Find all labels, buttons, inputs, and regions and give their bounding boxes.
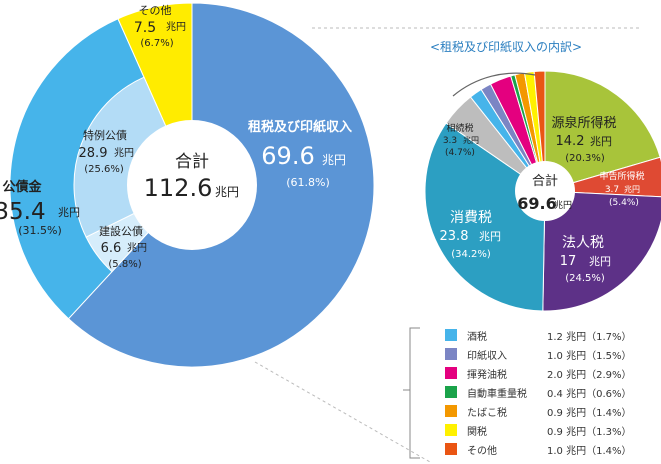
legend-label: その他 bbox=[467, 446, 497, 457]
sub-label-unit: 兆円 bbox=[624, 184, 640, 194]
slice-label-name: 公債金 bbox=[2, 179, 42, 195]
sub-label-value: 17 bbox=[560, 254, 577, 269]
sub-label-unit: 兆円 bbox=[589, 255, 611, 268]
slice-label-value: 35.4 bbox=[0, 199, 46, 225]
legend-item: 揮発油税 2.0 兆円（2.9%） bbox=[437, 364, 657, 383]
pie-slice bbox=[544, 70, 661, 192]
sub-label-pct: (4.7%) bbox=[445, 148, 475, 158]
breakdown-center-value: 69.6 bbox=[517, 194, 556, 213]
slice-label-pct: (6.7%) bbox=[140, 38, 173, 49]
legend-value: 0.9 兆円（1.3%） bbox=[547, 427, 632, 438]
legend-label: 関税 bbox=[467, 427, 487, 438]
legend-label: 自動車重量税 bbox=[467, 389, 527, 400]
inner-label-value: 6.6 bbox=[101, 241, 122, 256]
sub-label-pct: (20.3%) bbox=[565, 153, 605, 164]
legend-label: 酒税 bbox=[467, 332, 487, 343]
legend-swatch bbox=[445, 405, 457, 417]
breakdown-center-title: 合計 bbox=[532, 173, 558, 189]
legend-swatch bbox=[445, 329, 457, 341]
inner-label-name: 特例公債 bbox=[83, 128, 127, 142]
legend-label: 印紙収入 bbox=[467, 351, 507, 362]
slice-label-pct: (31.5%) bbox=[18, 224, 62, 237]
legend-swatch bbox=[445, 367, 457, 379]
legend-item: 関税 0.9 兆円（1.3%） bbox=[437, 421, 657, 440]
legend-value: 1.0 兆円（1.4%） bbox=[547, 446, 632, 457]
legend-swatch bbox=[445, 443, 457, 455]
connector-lines bbox=[254, 27, 641, 463]
legend-swatch bbox=[445, 386, 457, 398]
legend-value: 2.0 兆円（2.9%） bbox=[547, 370, 632, 381]
main-center-title: 合計 bbox=[175, 152, 209, 172]
legend-item: 印紙収入 1.0 兆円（1.5%） bbox=[437, 345, 657, 364]
main-pie-hole bbox=[127, 120, 257, 250]
legend-value: 1.0 兆円（1.5%） bbox=[547, 351, 632, 362]
sub-label-pct: (24.5%) bbox=[565, 273, 605, 284]
legend-label: 揮発油税 bbox=[467, 370, 507, 381]
breakdown-center-unit: 兆円 bbox=[554, 200, 572, 211]
sub-label-pct: (34.2%) bbox=[451, 249, 491, 260]
pie-slice bbox=[533, 70, 546, 192]
sub-label-value: 3.7 bbox=[605, 185, 619, 195]
legend-value: 0.9 兆円（1.4%） bbox=[547, 408, 632, 419]
slice-label-name: その他 bbox=[139, 4, 172, 17]
legend-item: たばこ税 0.9 兆円（1.4%） bbox=[437, 402, 657, 421]
main-center-unit: 兆円 bbox=[215, 185, 239, 199]
slice-label-unit: 兆円 bbox=[58, 206, 80, 219]
inner-label-value: 28.9 bbox=[79, 146, 108, 161]
slice-label-value: 7.5 bbox=[134, 20, 156, 36]
legend-item: その他 1.0 兆円（1.4%） bbox=[437, 440, 657, 459]
breakdown-title: <租税及び印紙収入の内訳> bbox=[430, 39, 582, 54]
slice-label-unit: 兆円 bbox=[166, 21, 186, 33]
slice-label-pct: (61.8%) bbox=[286, 176, 330, 189]
sub-label-unit: 兆円 bbox=[463, 135, 479, 145]
legend-swatch bbox=[445, 348, 457, 360]
legend-swatch bbox=[445, 424, 457, 436]
inner-label-name: 建設公債 bbox=[99, 224, 143, 238]
slice-label-unit: 兆円 bbox=[322, 153, 346, 167]
breakdown-pie-chart bbox=[424, 70, 661, 312]
sub-label-name: 相続税 bbox=[446, 122, 473, 134]
inner-label-pct: (5.8%) bbox=[108, 259, 141, 270]
sub-label-unit: 兆円 bbox=[590, 135, 612, 148]
sub-label-unit: 兆円 bbox=[479, 230, 501, 243]
sub-label-name: 消費税 bbox=[450, 210, 492, 226]
slice-label-value: 69.6 bbox=[261, 142, 314, 170]
sub-label-name: 源泉所得税 bbox=[551, 115, 616, 131]
pie-slice bbox=[424, 122, 546, 312]
legend-value: 1.2 兆円（1.7%） bbox=[547, 332, 632, 343]
main-center-value: 112.6 bbox=[144, 174, 213, 202]
inner-label-unit: 兆円 bbox=[114, 147, 134, 159]
sub-label-value: 23.8 bbox=[440, 229, 469, 244]
sub-label-value: 14.2 bbox=[556, 134, 585, 149]
breakdown-legend: 酒税 1.2 兆円（1.7%） 印紙収入 1.0 兆円（1.5%） 揮発油税 2.0 … bbox=[437, 326, 657, 459]
sub-label-name: 申告所得税 bbox=[599, 170, 644, 182]
sub-label-pct: (5.4%) bbox=[609, 198, 639, 208]
breakdown-pie-hole bbox=[515, 161, 575, 221]
legend-value: 0.4 兆円（0.6%） bbox=[547, 389, 632, 400]
sub-label-name: 法人税 bbox=[562, 235, 604, 251]
minor-slices-bracket bbox=[452, 72, 536, 97]
legend-label: たばこ税 bbox=[467, 408, 507, 419]
slice-label-name: 租税及び印紙収入 bbox=[248, 119, 352, 135]
pie-slice bbox=[542, 190, 661, 312]
inner-label-pct: (25.6%) bbox=[84, 164, 124, 175]
sub-label-value: 3.3 bbox=[443, 136, 457, 146]
legend-bracket bbox=[409, 327, 420, 459]
legend-item: 自動車重量税 0.4 兆円（0.6%） bbox=[437, 383, 657, 402]
legend-item: 酒税 1.2 兆円（1.7%） bbox=[437, 326, 657, 345]
inner-label-unit: 兆円 bbox=[127, 242, 147, 254]
